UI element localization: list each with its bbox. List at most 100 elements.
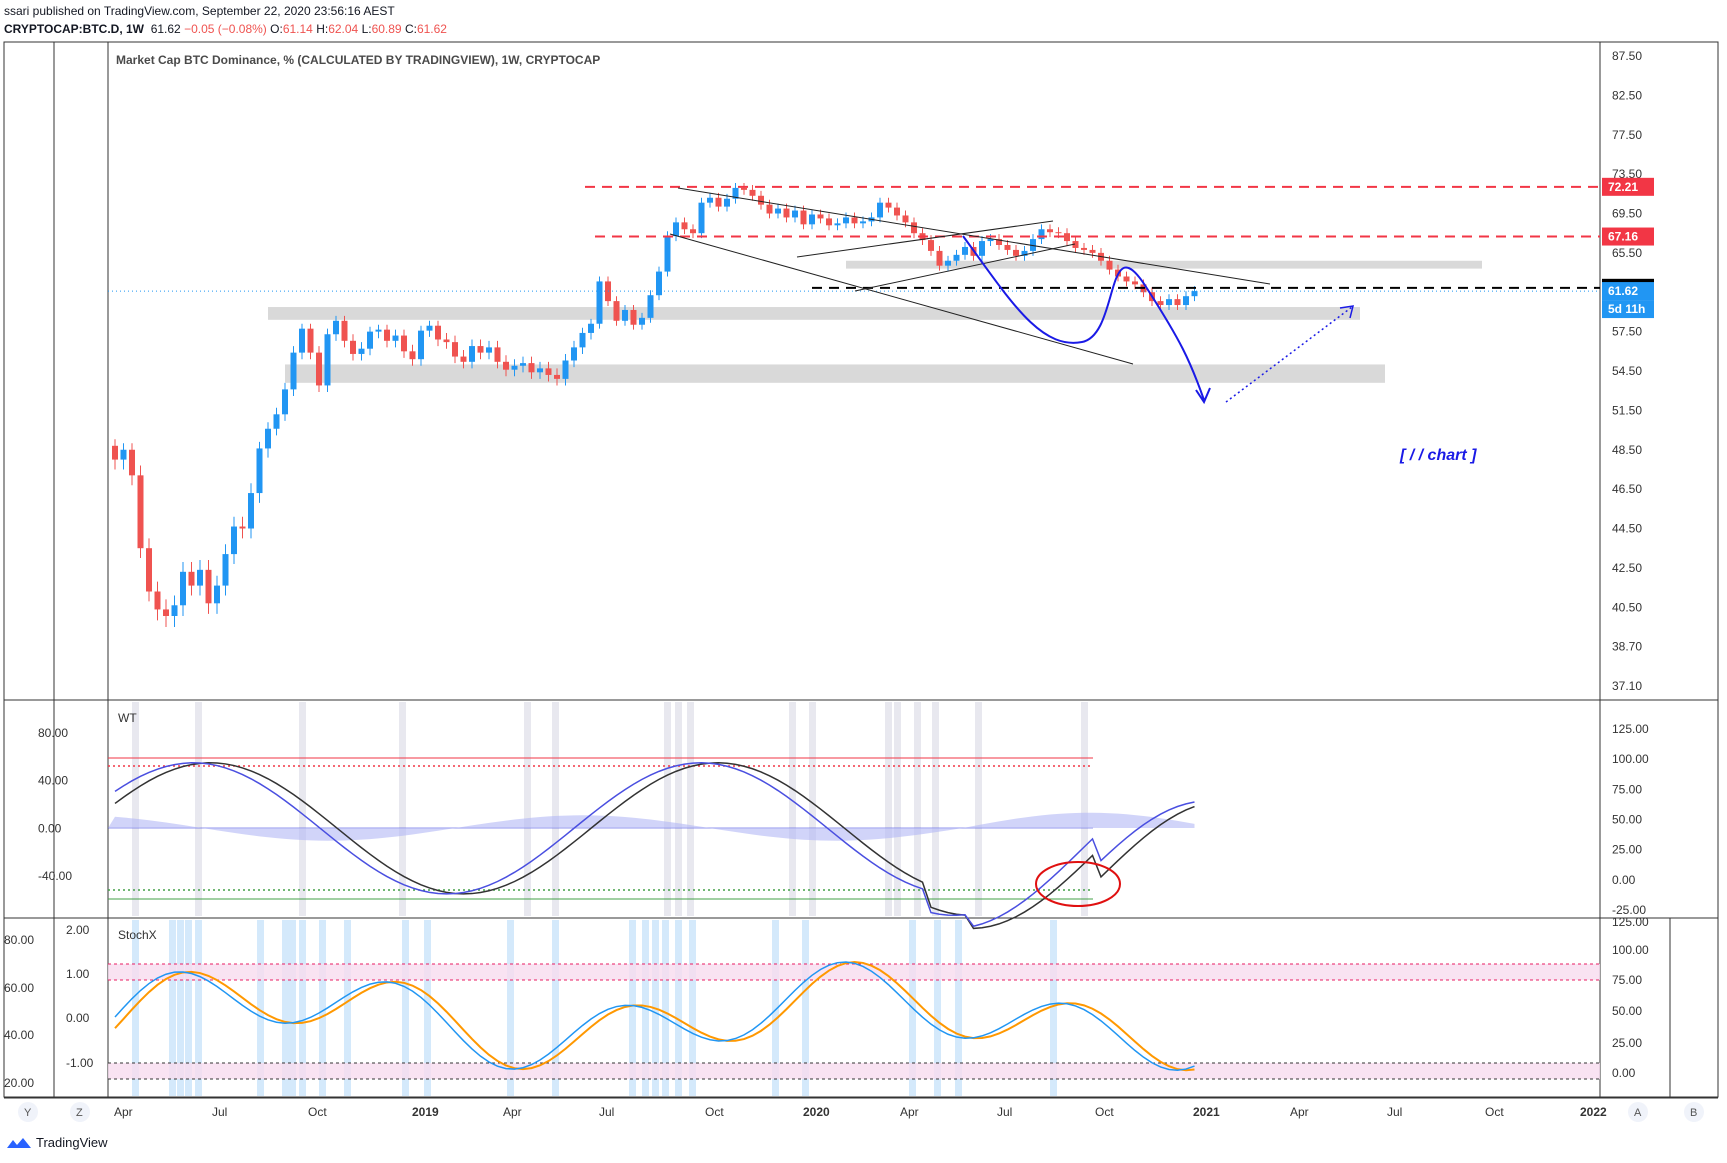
candle	[324, 334, 331, 386]
candle	[911, 222, 917, 234]
candle	[1047, 229, 1053, 233]
projection-arrowhead	[1195, 387, 1211, 405]
candle	[571, 347, 577, 361]
price-tick: 37.10	[1612, 679, 1642, 693]
axis-button[interactable]	[1684, 1102, 1704, 1122]
price-change: −0.05 (−0.08%)	[184, 22, 267, 36]
candle	[248, 493, 254, 529]
candle	[1174, 299, 1181, 306]
price-axis: 87.5082.5077.5073.5069.5065.5061.5057.50…	[1602, 49, 1654, 693]
candle	[639, 317, 645, 325]
symbol-line: CRYPTOCAP:BTC.D, 1W 61.62 −0.05 (−0.08%)…	[4, 22, 447, 36]
stoch-signal-bar	[675, 920, 682, 1096]
stoch-d-line	[114, 961, 1195, 1072]
price-label: 67.16	[1608, 230, 1638, 244]
support-zones	[268, 260, 1482, 383]
price-tick: 44.50	[1612, 522, 1642, 536]
stoch-signal-bar	[955, 920, 962, 1096]
symbol[interactable]: CRYPTOCAP:BTC.D, 1W	[4, 22, 145, 36]
candle	[953, 254, 960, 261]
price-tick: 40.50	[1612, 600, 1642, 614]
wt-signal-bar	[932, 702, 939, 916]
candle	[435, 325, 441, 340]
candle	[877, 202, 883, 218]
time-tick: Jul	[599, 1105, 614, 1119]
candle	[1089, 249, 1096, 253]
wt-label: WT	[118, 711, 137, 725]
candle	[928, 240, 934, 251]
wt-signal-bar	[195, 702, 202, 916]
candle	[962, 246, 968, 255]
candle	[358, 348, 365, 354]
time-tick: Apr	[114, 1105, 133, 1119]
candle	[698, 202, 705, 234]
price-tick: 82.50	[1612, 88, 1642, 102]
price-tick: 73.50	[1612, 167, 1642, 181]
candle	[1123, 276, 1130, 282]
wt-signal-bar	[914, 702, 921, 916]
candle	[477, 346, 484, 353]
candle	[826, 218, 832, 226]
projection-curve	[962, 235, 1205, 401]
axis-button[interactable]	[70, 1102, 90, 1122]
stoch-left-tick: 20.00	[4, 1076, 34, 1090]
candle	[681, 222, 688, 230]
stoch-left2-tick: 2.00	[66, 923, 90, 937]
stoch-signal-bar	[177, 920, 184, 1096]
price-tick: 48.50	[1612, 443, 1642, 457]
stoch-left2-tick: 0.00	[66, 1011, 90, 1025]
stoch-right-tick: 125.00	[1612, 915, 1649, 929]
stoch-left-tick: 80.00	[4, 933, 34, 947]
price-label: 61.62	[1608, 284, 1638, 298]
stoch-signal-bar	[289, 920, 296, 1096]
candle	[817, 214, 824, 219]
candles	[112, 182, 1198, 627]
stoch-right-tick: 50.00	[1612, 1004, 1642, 1018]
wt-signal-bar	[552, 702, 559, 916]
footer-brand[interactable]: TradingView	[36, 1135, 108, 1150]
publisher-line: ssari published on TradingView.com, Sept…	[4, 4, 395, 18]
candle	[1183, 296, 1189, 306]
price-label-box	[1602, 227, 1654, 246]
candle	[341, 320, 348, 341]
candle	[1021, 250, 1028, 256]
price-label-box	[1602, 300, 1654, 319]
support-zone	[268, 307, 1360, 320]
wt-signal-bar	[687, 702, 694, 916]
candle	[197, 569, 203, 586]
candle	[885, 202, 892, 208]
stoch-right-tick: 75.00	[1612, 973, 1642, 987]
candle	[902, 215, 909, 223]
chart-note: [ / / chart ]	[1399, 447, 1477, 464]
candle	[392, 335, 399, 341]
candle	[528, 363, 535, 373]
chart-frame	[3, 41, 1719, 1099]
wt-signal-bar	[1081, 702, 1088, 916]
wt-signal-bar	[675, 702, 682, 916]
axis-button[interactable]	[1628, 1102, 1648, 1122]
candle	[724, 198, 730, 207]
candle	[282, 389, 288, 415]
wt-signal-bar	[132, 702, 139, 916]
footer: TradingView	[6, 1135, 108, 1150]
candle	[214, 585, 220, 604]
candle	[171, 605, 178, 616]
candle	[273, 414, 280, 429]
time-tick: Apr	[503, 1105, 522, 1119]
chart-title: Market Cap BTC Dominance, % (CALCULATED …	[116, 53, 600, 67]
wt-signal-bar	[809, 702, 816, 916]
stoch-signal-bar	[344, 920, 351, 1096]
wt-right-tick: 100.00	[1612, 752, 1649, 766]
wt-signal-bar	[885, 702, 892, 916]
time-tick: Apr	[900, 1105, 919, 1119]
candle	[333, 320, 339, 335]
axis-button[interactable]	[18, 1102, 38, 1122]
candle	[299, 328, 305, 353]
candle	[384, 329, 390, 341]
open-label: O:	[270, 22, 283, 36]
candle	[120, 449, 127, 460]
stoch-signal-bar	[195, 920, 202, 1096]
low-value: 60.89	[371, 22, 402, 36]
wt-right-tick: 50.00	[1612, 813, 1642, 827]
